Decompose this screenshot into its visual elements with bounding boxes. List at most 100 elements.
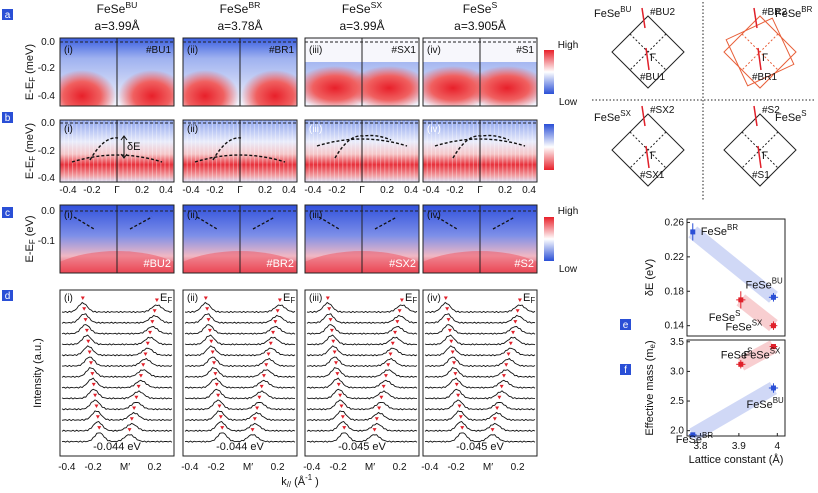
frame [59,119,175,183]
bz-diagonal [741,131,779,169]
x-tick-label: -0.4 [421,462,439,473]
x-tick-label: 3.9 [732,441,746,452]
label-part: -0.2 [38,63,56,74]
label-part: #BR1 [269,45,294,56]
label-part: #SX1 [392,45,417,56]
panel-index: (iii) [309,210,322,221]
label-part: FeSe [746,399,772,411]
edc-curve [184,399,296,411]
panel-index: (i) [64,293,73,304]
dispersion [73,216,153,230]
panel-letter: d [5,291,11,302]
peak-marker [141,363,146,367]
y-axis-label: E-EF (eV) [24,216,37,263]
cut [757,145,762,169]
panel-index: (iv) [427,45,441,56]
plot-frame [686,218,786,337]
y-tick-label: -0.2 [38,63,56,74]
label-part: M′ [120,462,130,473]
label-part: BU [772,276,783,285]
label-part: -0.4 [421,462,439,473]
x-tick-label: Γ [477,185,483,196]
label-part: S [735,309,740,318]
peak-marker [447,328,452,333]
label-part: SX [620,109,631,118]
peak-marker [450,350,455,354]
label-part: #BR2 [266,258,294,270]
peak-marker [446,318,451,322]
point [770,344,776,350]
column-title: FeSeS [463,0,498,16]
label-part: FeSe [342,2,371,16]
dispersion [334,134,392,159]
peak-marker [397,309,402,313]
peak-marker [342,426,347,430]
label-part: 0.22 [665,251,685,262]
cut-tag: #SX1 [640,170,665,181]
cut [757,47,762,71]
label-part: 0.2 [135,185,149,196]
label-part: a=3.905Å [454,18,506,33]
label-part: #BU1 [640,72,665,83]
edc-curve [306,388,418,400]
peak-marker [266,352,271,356]
bz-title: FeSeS [775,109,807,124]
cut-tag: #BU1 [640,72,665,83]
peak-marker [213,372,218,376]
label-part: Γ [237,185,243,196]
gamma-label: Γ [650,52,656,64]
y-tick-label: -0.4 [38,91,56,102]
x-tick-label: 0.4 [404,185,418,196]
panel-letter: f [624,365,627,376]
peak-marker [445,307,450,311]
peak-marker [129,417,134,421]
peak-marker [332,350,337,354]
point-label: FeSeSX [743,347,781,362]
x-tick-label: -0.4 [58,462,76,473]
label-part: S [801,109,806,118]
column-title: FeSeBU [97,0,138,16]
colorbar-label: High [558,40,579,51]
label-part: d [5,291,11,302]
edc-curve [61,432,173,443]
label-part: FeSe [721,349,747,361]
label-part: -0.4 [422,185,440,196]
label-part: Γ [762,52,768,64]
panel-letter-box [2,112,13,123]
frame [304,119,420,183]
cut-tag: #BU2 [650,7,675,18]
label-part: Lattice constant (Å) [689,453,784,466]
peak-marker [452,361,457,365]
bz-square [725,17,795,87]
label-part: 3.9 [732,441,746,452]
label-part: (i) [64,124,73,135]
peak-marker [210,350,215,354]
peak-marker [264,363,269,367]
x-tick-label: -0.2 [447,462,465,473]
label-part: e [623,320,629,331]
panel-index: (iv) [427,124,441,135]
intensity [118,70,174,106]
label-part: 3.8 [693,441,707,452]
x-tick-label: 0.4 [522,185,536,196]
cut-tag: #S1 [752,170,770,181]
frame [182,119,298,183]
peak-marker [499,384,504,389]
panel-index: (ii) [187,210,198,221]
label-part: 0.4 [522,185,536,196]
cut [645,145,650,169]
label-part: -0.4 [38,91,56,102]
label-part: SX [770,347,781,356]
edc-curve [185,356,296,368]
label-part: 2.5 [670,396,684,407]
peak-marker [329,328,334,333]
peak-marker [399,298,404,302]
x-axis-label: k//(Å-1) [281,473,319,489]
y-axis-label: δE (eV) [644,259,656,296]
cut-tag: #SX2 [650,105,675,116]
peak-marker [154,298,159,302]
peak-marker [453,372,458,376]
label-part: -0.2 [447,462,465,473]
label-part: -0.2 [446,185,464,196]
edc-curve [306,301,418,314]
